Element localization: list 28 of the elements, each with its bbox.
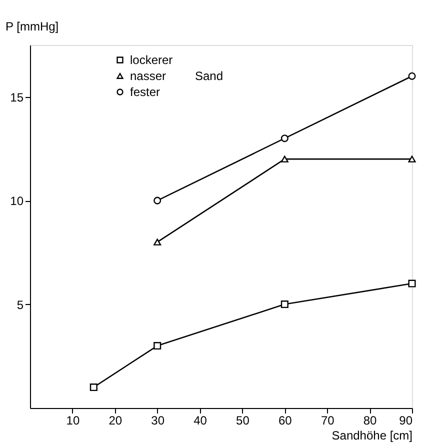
point [90,383,98,392]
point [154,196,162,204]
point [154,342,162,350]
point [408,280,416,288]
legend-label: lockerer [130,53,173,67]
x-tick-label: 20 [108,414,122,428]
x-tick-label: 30 [151,414,165,428]
x-tick-label: 70 [320,414,335,428]
legend-label: fester [130,85,160,99]
y-tick-label: 10 [10,194,24,208]
legend-label: nasser [130,69,166,83]
point [154,238,162,246]
point [408,72,416,80]
x-tick-label: 60 [278,414,292,428]
x-tick-label: 80 [363,414,378,428]
x-tick-label: 50 [236,414,250,428]
y-axis-title: P [mmHg] [6,20,59,34]
point [280,300,288,308]
point [408,156,416,162]
x-tick-label: 40 [194,414,208,428]
x-tick-label: 10 [66,414,80,428]
x-tick-label: 90 [399,414,413,428]
x-axis-title: Sandhöhe [cm] [332,428,412,442]
point [280,134,288,142]
point [280,156,288,162]
y-tick-label: 15 [10,90,24,104]
y-tick-label: 5 [16,298,24,312]
annotation: Sand [195,69,224,83]
